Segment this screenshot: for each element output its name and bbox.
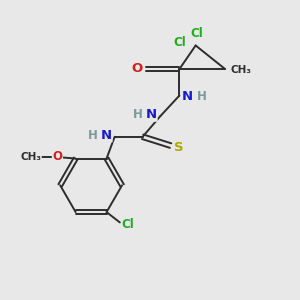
Text: Cl: Cl [191, 27, 203, 40]
Text: Cl: Cl [122, 218, 134, 231]
Text: O: O [132, 62, 143, 75]
Text: N: N [101, 129, 112, 142]
Text: H: H [88, 129, 98, 142]
Text: H: H [132, 108, 142, 121]
Text: N: N [146, 108, 157, 121]
Text: S: S [174, 141, 184, 154]
Text: H: H [196, 90, 206, 103]
Text: Cl: Cl [173, 36, 186, 49]
Text: CH₃: CH₃ [231, 65, 252, 76]
Text: N: N [182, 90, 193, 103]
Text: O: O [52, 150, 62, 163]
Text: CH₃: CH₃ [20, 152, 41, 162]
